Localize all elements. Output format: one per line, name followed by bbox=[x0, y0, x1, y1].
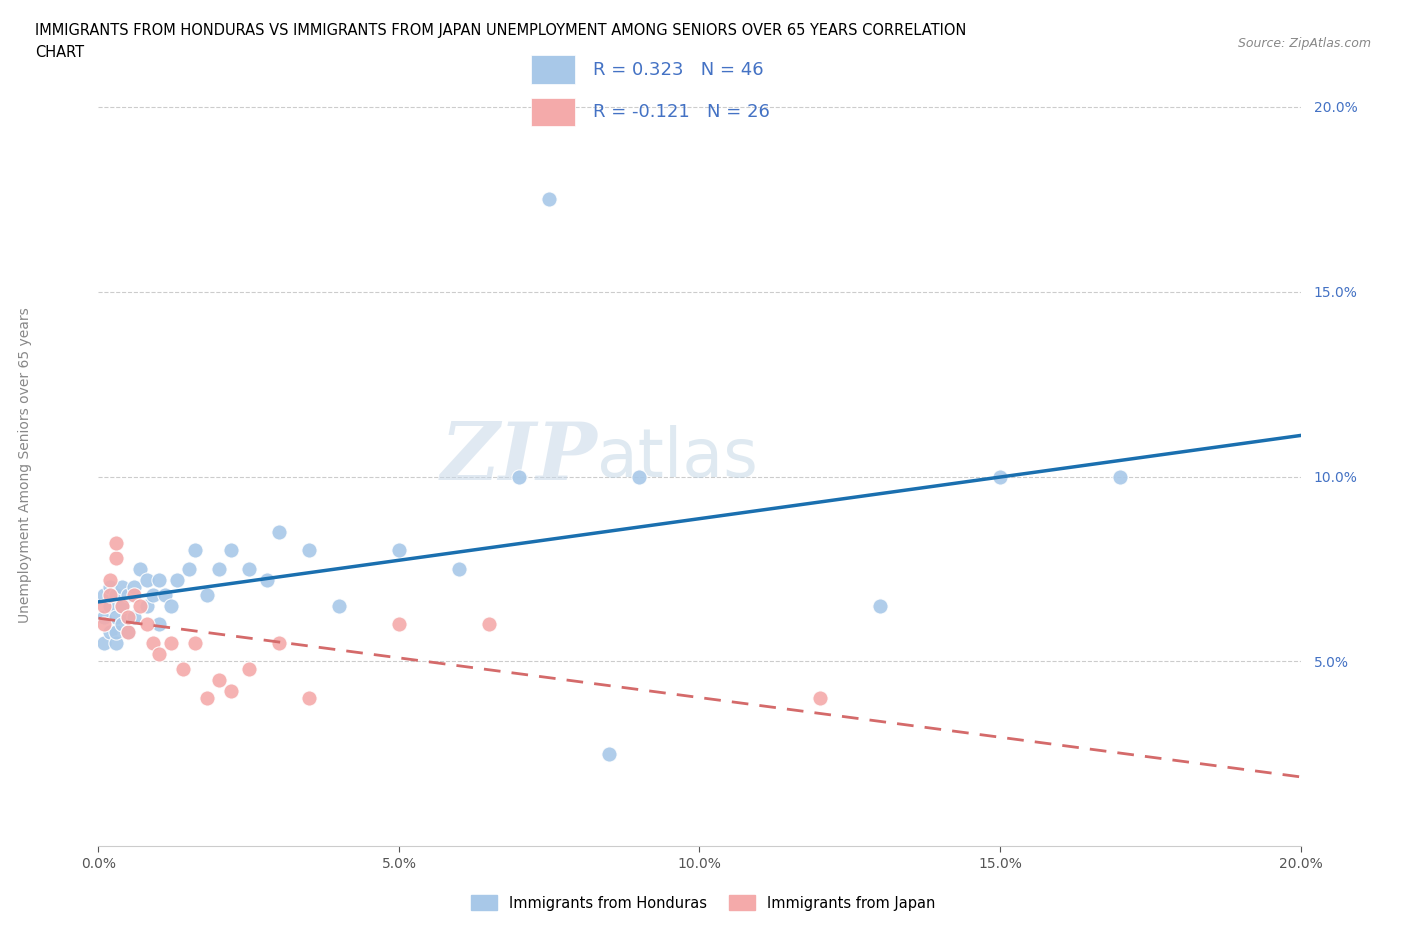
Text: CHART: CHART bbox=[35, 45, 84, 60]
Point bbox=[111, 599, 134, 614]
Point bbox=[141, 588, 163, 603]
Point bbox=[105, 536, 128, 551]
Point bbox=[100, 580, 122, 595]
Point bbox=[988, 469, 1011, 484]
Point bbox=[129, 599, 152, 614]
Point bbox=[117, 588, 139, 603]
Text: R = -0.121   N = 26: R = -0.121 N = 26 bbox=[593, 103, 770, 121]
Point bbox=[124, 609, 146, 624]
Text: IMMIGRANTS FROM HONDURAS VS IMMIGRANTS FROM JAPAN UNEMPLOYMENT AMONG SENIORS OVE: IMMIGRANTS FROM HONDURAS VS IMMIGRANTS F… bbox=[35, 23, 966, 38]
Point bbox=[111, 599, 134, 614]
Point bbox=[1109, 469, 1132, 484]
Point bbox=[172, 661, 194, 676]
Point bbox=[256, 573, 278, 588]
Point bbox=[388, 543, 411, 558]
Text: R = 0.323   N = 46: R = 0.323 N = 46 bbox=[593, 61, 763, 79]
Point bbox=[124, 580, 146, 595]
Point bbox=[93, 588, 115, 603]
Point bbox=[105, 588, 128, 603]
Point bbox=[93, 609, 115, 624]
Point bbox=[100, 599, 122, 614]
Point bbox=[148, 646, 170, 661]
Point bbox=[219, 684, 242, 698]
Text: Unemployment Among Seniors over 65 years: Unemployment Among Seniors over 65 years bbox=[18, 307, 32, 623]
Point bbox=[117, 609, 139, 624]
Point bbox=[508, 469, 530, 484]
Point bbox=[135, 573, 157, 588]
Point bbox=[298, 691, 321, 706]
Point bbox=[166, 573, 188, 588]
Point bbox=[135, 617, 157, 631]
Point bbox=[177, 562, 200, 577]
Point bbox=[808, 691, 831, 706]
Point bbox=[328, 599, 350, 614]
Point bbox=[93, 617, 115, 631]
Legend: Immigrants from Honduras, Immigrants from Japan: Immigrants from Honduras, Immigrants fro… bbox=[464, 888, 942, 918]
Point bbox=[195, 691, 218, 706]
Point bbox=[100, 573, 122, 588]
Point bbox=[93, 635, 115, 650]
Point bbox=[267, 525, 290, 539]
Point bbox=[298, 543, 321, 558]
Point bbox=[159, 635, 181, 650]
Point bbox=[105, 624, 128, 639]
Point bbox=[153, 588, 176, 603]
Point bbox=[124, 588, 146, 603]
Point bbox=[100, 624, 122, 639]
Point bbox=[267, 635, 290, 650]
Point bbox=[208, 672, 231, 687]
Point bbox=[598, 747, 620, 762]
Point bbox=[141, 635, 163, 650]
Point bbox=[105, 551, 128, 565]
Point bbox=[117, 624, 139, 639]
FancyBboxPatch shape bbox=[531, 98, 575, 126]
Point bbox=[195, 588, 218, 603]
Point bbox=[208, 562, 231, 577]
Point bbox=[117, 624, 139, 639]
Point bbox=[538, 192, 561, 206]
Point bbox=[447, 562, 470, 577]
Point bbox=[129, 562, 152, 577]
Point bbox=[478, 617, 501, 631]
Point bbox=[238, 661, 260, 676]
Point bbox=[105, 609, 128, 624]
Point bbox=[183, 543, 205, 558]
Point bbox=[869, 599, 891, 614]
FancyBboxPatch shape bbox=[531, 56, 575, 84]
Text: atlas: atlas bbox=[598, 425, 758, 491]
Point bbox=[148, 573, 170, 588]
Point bbox=[111, 580, 134, 595]
Point bbox=[183, 635, 205, 650]
Text: Source: ZipAtlas.com: Source: ZipAtlas.com bbox=[1237, 37, 1371, 50]
Point bbox=[135, 599, 157, 614]
Point bbox=[117, 609, 139, 624]
Point bbox=[105, 635, 128, 650]
Text: ZIP: ZIP bbox=[440, 419, 598, 497]
Point bbox=[388, 617, 411, 631]
Point bbox=[100, 588, 122, 603]
Point bbox=[238, 562, 260, 577]
Point bbox=[93, 599, 115, 614]
Point bbox=[148, 617, 170, 631]
Point bbox=[159, 599, 181, 614]
Point bbox=[219, 543, 242, 558]
Point bbox=[111, 617, 134, 631]
Point bbox=[628, 469, 651, 484]
